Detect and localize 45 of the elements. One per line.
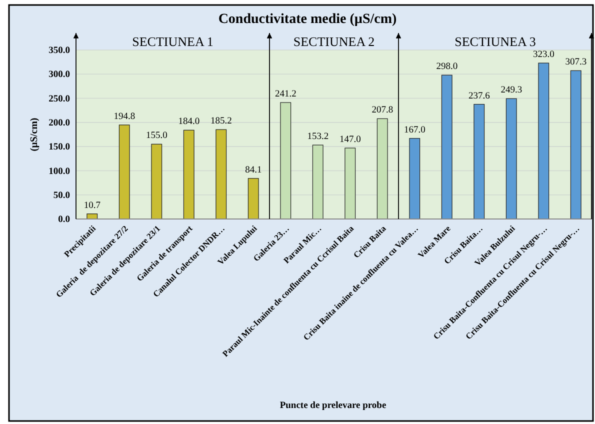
data-label: 237.6 — [468, 91, 490, 102]
y-axis-title: (µS/cm) — [29, 118, 40, 152]
y-tick-label: 300.0 — [48, 70, 70, 80]
y-tick-label: 150.0 — [48, 142, 70, 153]
data-label: 307.3 — [565, 58, 587, 68]
data-label: 10.7 — [84, 200, 101, 211]
y-tick-label: 100.0 — [48, 166, 70, 177]
data-label: 241.2 — [274, 90, 297, 100]
bar — [151, 144, 162, 220]
chart-title: Conductivitate medie (µS/cm) — [218, 12, 398, 27]
bar — [280, 102, 292, 220]
text: SECTIUNEA 2 — [293, 34, 375, 49]
data-label: 249.3 — [500, 86, 522, 96]
bar — [216, 129, 227, 220]
y-tick-label: 200.0 — [48, 118, 70, 128]
bar — [118, 124, 130, 220]
bar — [312, 144, 324, 220]
bar — [183, 130, 194, 220]
data-label: 184.0 — [178, 117, 200, 128]
bar — [441, 74, 452, 220]
y-tick-label: 350.0 — [48, 46, 70, 56]
text: SECTIUNEA 1 — [132, 34, 214, 49]
data-label: 155.0 — [146, 131, 168, 142]
data-label: 298.0 — [436, 62, 458, 72]
y-tick-label: 0.0 — [58, 215, 70, 226]
bar — [538, 62, 550, 220]
data-label: 194.8 — [114, 112, 136, 122]
bar — [376, 118, 388, 220]
data-label: 185.2 — [210, 116, 232, 127]
y-tick-label: 50.0 — [53, 190, 70, 201]
bar — [344, 148, 356, 220]
data-label: 147.0 — [339, 135, 362, 146]
data-label: 323.0 — [532, 50, 555, 60]
x-axis-title: Puncte de prelevare probe — [280, 401, 386, 411]
y-tick-label: 250.0 — [48, 94, 70, 104]
data-label: 84.1 — [245, 165, 262, 176]
bar — [248, 178, 259, 220]
bar — [570, 70, 582, 220]
data-label: 153.2 — [307, 132, 329, 142]
bar — [506, 98, 517, 220]
text: SECTIUNEA 3 — [454, 34, 536, 49]
data-label: 167.0 — [404, 125, 426, 136]
bar — [409, 138, 420, 220]
bar — [474, 104, 485, 220]
data-label: 207.8 — [372, 106, 394, 116]
